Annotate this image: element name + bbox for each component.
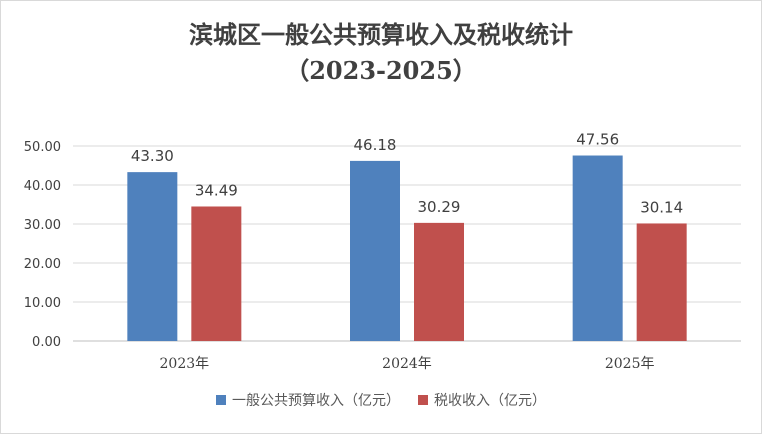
bar [636, 223, 687, 341]
y-tick-label: 10.00 [24, 296, 61, 311]
x-category-label: 2025年 [605, 356, 655, 372]
y-tick-label: 20.00 [24, 257, 61, 272]
y-tick-label: 50.00 [24, 140, 61, 155]
x-axis-categories: 2023年 2024年 2025年 [160, 356, 655, 372]
legend-label: 一般公共预算收入（亿元） [232, 393, 400, 409]
bar [350, 160, 400, 341]
y-tick-label: 0.00 [32, 335, 61, 350]
chart-title: 滨城区一般公共预算收入及税收统计 [189, 20, 573, 49]
bars: 43.30 34.49 46.18 30.29 47.56 30.14 [127, 131, 687, 341]
data-label: 34.49 [195, 181, 238, 199]
data-label: 46.18 [354, 136, 397, 154]
y-axis-ticks: 0.00 10.00 20.00 30.00 40.00 50.00 [24, 140, 61, 350]
bar [191, 206, 242, 341]
data-label: 30.14 [640, 198, 683, 216]
legend-label: 税收收入（亿元） [434, 393, 546, 409]
legend-swatch [216, 395, 226, 405]
data-label: 30.29 [418, 198, 461, 216]
x-category-label: 2023年 [160, 356, 210, 372]
gridlines [73, 145, 741, 342]
chart-subtitle: （2023-2025） [285, 56, 477, 85]
bar [572, 155, 623, 341]
y-tick-label: 40.00 [24, 179, 61, 194]
y-tick-label: 30.00 [24, 218, 61, 233]
bar [414, 222, 464, 341]
x-category-label: 2024年 [382, 356, 432, 372]
legend: 一般公共预算收入（亿元） 税收收入（亿元） [216, 393, 546, 409]
bar [127, 172, 178, 341]
data-label: 47.56 [576, 131, 619, 149]
legend-swatch [418, 395, 428, 405]
data-label: 43.30 [131, 147, 174, 165]
